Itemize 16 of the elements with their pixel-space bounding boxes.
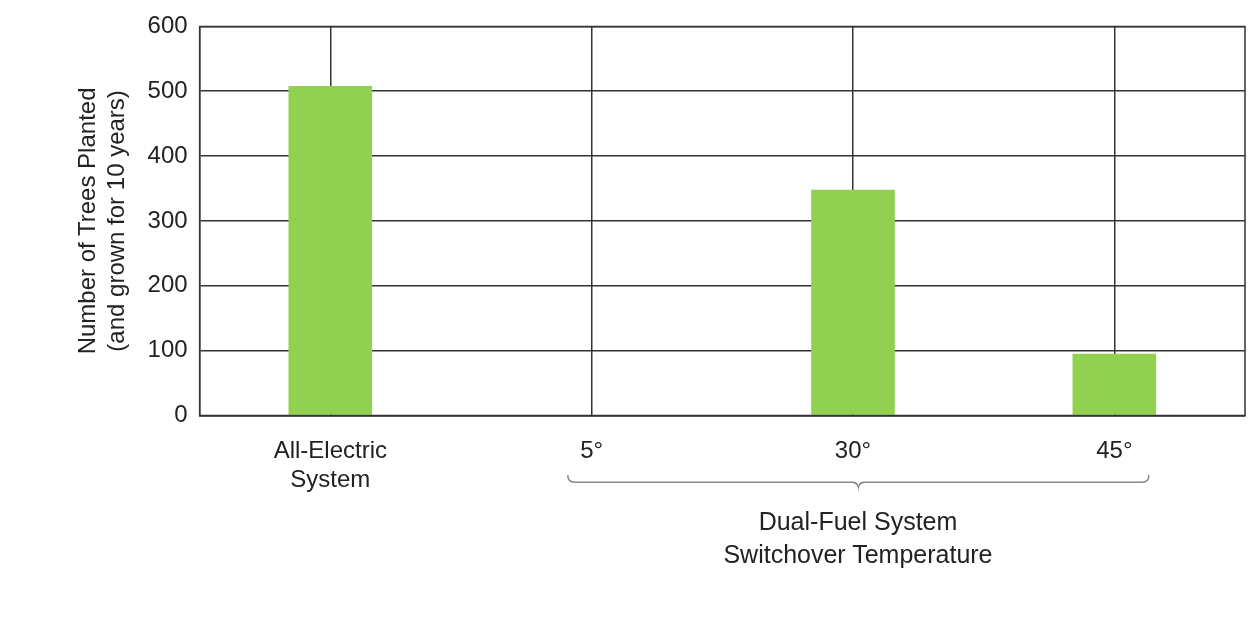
y-tick-label: 500 <box>147 75 188 103</box>
bar <box>1072 353 1157 415</box>
x-tick-label: 5° <box>580 436 604 464</box>
y-tick-label: 0 <box>174 400 188 428</box>
x-tick-label: 45° <box>1096 436 1133 464</box>
y-tick-label: 600 <box>147 11 188 39</box>
x-tick-label: All-Electric System <box>273 436 387 493</box>
x-tick-label: 30° <box>834 436 872 464</box>
bar <box>288 86 373 415</box>
y-axis-title: Number of Trees Planted (and grown for 10 years) <box>73 87 129 355</box>
y-tick-label: 400 <box>147 140 188 168</box>
y-tick-label: 100 <box>147 335 188 363</box>
bar <box>811 189 895 415</box>
y-tick-label: 200 <box>147 270 188 298</box>
text: Dual-Fuel System Switchover Temperature <box>722 506 994 570</box>
y-tick-label: 300 <box>147 205 188 233</box>
